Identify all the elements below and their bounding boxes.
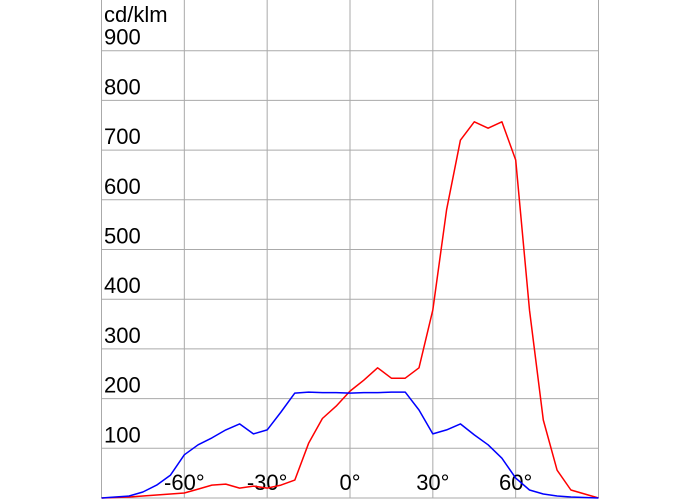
y-tick-label: 500 — [104, 224, 141, 249]
y-axis-label: cd/klm — [104, 2, 168, 27]
x-tick-label: -60° — [164, 470, 205, 495]
series-line — [101, 121, 599, 499]
y-tick-label: 600 — [104, 174, 141, 199]
y-tick-label: 900 — [104, 25, 141, 50]
y-tick-label: 700 — [104, 124, 141, 149]
y-tick-label: 800 — [104, 74, 141, 99]
y-tick-label: 100 — [104, 422, 141, 447]
y-tick-label: 300 — [104, 323, 141, 348]
x-tick-label: 60° — [499, 470, 532, 495]
x-tick-label: 0° — [339, 470, 360, 495]
y-tick-label: 400 — [104, 273, 141, 298]
series-line — [101, 391, 599, 499]
x-tick-label: 30° — [416, 470, 449, 495]
y-tick-label: 200 — [104, 373, 141, 398]
x-tick-label: -30° — [247, 470, 288, 495]
